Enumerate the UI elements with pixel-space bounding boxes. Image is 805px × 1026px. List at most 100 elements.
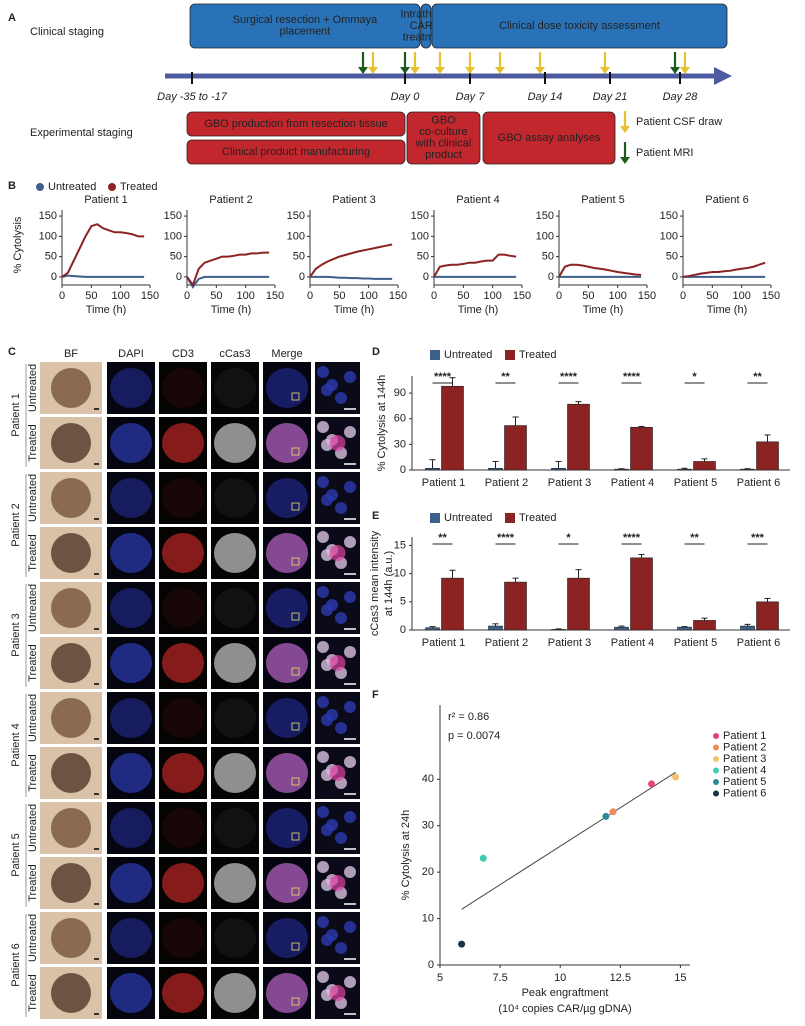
bar — [630, 557, 653, 631]
significance-label: ** — [690, 532, 699, 544]
image-blob — [266, 478, 308, 518]
y-tick-label: 150 — [164, 210, 182, 222]
image-blob — [344, 866, 356, 878]
day-label: Day -35 to -17 — [157, 91, 228, 103]
image-blob — [321, 934, 333, 946]
legend-text: Patient 2 — [723, 741, 766, 753]
series-line — [309, 243, 393, 278]
bar — [551, 629, 566, 631]
stage-box — [420, 3, 432, 49]
y-tick-label: 100 — [536, 230, 554, 242]
image-blob — [51, 588, 91, 628]
bar — [567, 403, 590, 471]
y-tick-label: 150 — [411, 210, 429, 222]
bar — [693, 461, 716, 471]
image-blob — [335, 832, 347, 844]
image-blob — [51, 918, 91, 958]
y-tick-label: 50 — [170, 251, 182, 263]
y-tick-label: 60 — [394, 413, 406, 425]
condition-label: Treated — [27, 754, 39, 792]
panel-title: Patient 4 — [456, 194, 499, 206]
stage-box-text: product — [425, 149, 462, 161]
image-blob — [266, 918, 308, 958]
annotation: p = 0.0074 — [448, 730, 500, 742]
arrow-head — [410, 67, 420, 74]
y-tick-label: 40 — [422, 773, 434, 785]
stage-box-text: Surgical resection + Ommaya — [233, 14, 378, 26]
image-blob — [214, 808, 256, 848]
image-blob — [110, 588, 152, 628]
stage-box-text: GBO — [431, 115, 456, 127]
significance-label: ** — [501, 371, 510, 383]
x-tick-label: 7.5 — [492, 972, 507, 984]
image-blob — [317, 586, 329, 598]
zoom-box — [291, 942, 300, 951]
x-tick-label: Patient 3 — [548, 477, 591, 489]
bar — [425, 467, 440, 471]
image-blob — [321, 714, 333, 726]
image-blob — [321, 384, 333, 396]
image-blob — [110, 423, 152, 463]
image-blob — [266, 643, 308, 683]
legend-marker — [108, 183, 116, 191]
x-axis-label: Time (h) — [458, 304, 499, 316]
image-blob — [344, 701, 356, 713]
image-blob — [110, 533, 152, 573]
bar — [614, 468, 629, 471]
image-blob — [51, 753, 91, 793]
image-blob — [317, 861, 329, 873]
image-blob — [110, 808, 152, 848]
bar — [551, 467, 566, 471]
legend-text: Treated — [519, 349, 557, 361]
condition-label: Untreated — [27, 694, 39, 742]
image-blob — [51, 808, 91, 848]
y-tick-label: 0 — [400, 624, 406, 636]
arrow-head — [400, 67, 410, 74]
arrow-head — [620, 157, 630, 164]
x-tick-label: 150 — [762, 290, 780, 302]
bar — [441, 385, 464, 471]
column-header: BF — [64, 348, 78, 360]
zoom-box — [291, 502, 300, 511]
bar — [740, 625, 755, 631]
day-label: Day 0 — [391, 91, 421, 103]
image-blob — [214, 698, 256, 738]
panel-title: Patient 5 — [581, 194, 624, 206]
y-tick-label: 20 — [422, 866, 434, 878]
x-tick-label: Patient 4 — [611, 477, 654, 489]
x-tick-label: 0 — [556, 290, 562, 302]
significance-label: **** — [497, 532, 515, 544]
y-tick-label: 15 — [394, 539, 406, 551]
image-blob — [329, 875, 346, 891]
y-tick-label: 30 — [422, 820, 434, 832]
x-tick-label: 50 — [582, 290, 594, 302]
legend-marker — [713, 779, 719, 785]
patient-label: Patient 5 — [10, 833, 22, 876]
y-tick-label: 150 — [660, 210, 678, 222]
column-header: Merge — [271, 348, 302, 360]
image-blob — [329, 765, 346, 781]
zoom-box — [291, 887, 300, 896]
image-blob — [266, 533, 308, 573]
image-blob — [214, 753, 256, 793]
scatter-point — [672, 773, 680, 781]
image-blob — [317, 531, 329, 543]
image-blob — [344, 921, 356, 933]
stage-box-text: Clinical product manufacturing — [222, 146, 370, 158]
stage-box — [482, 111, 616, 165]
zoom-box — [291, 722, 300, 731]
condition-label: Treated — [27, 864, 39, 902]
bar — [425, 627, 440, 631]
significance-label: **** — [623, 532, 641, 544]
x-tick-label: 15 — [674, 972, 686, 984]
x-tick-label: 100 — [608, 290, 626, 302]
x-tick-label: Patient 3 — [548, 637, 591, 649]
y-tick-label: 50 — [666, 251, 678, 263]
image-blob — [51, 973, 91, 1013]
panel-title: Patient 3 — [332, 194, 375, 206]
image-blob — [162, 533, 204, 573]
y-axis-label: % Cytolysis at 24h — [400, 810, 412, 900]
image-blob — [110, 753, 152, 793]
image-blob — [317, 751, 329, 763]
legend-swatch — [505, 513, 515, 523]
